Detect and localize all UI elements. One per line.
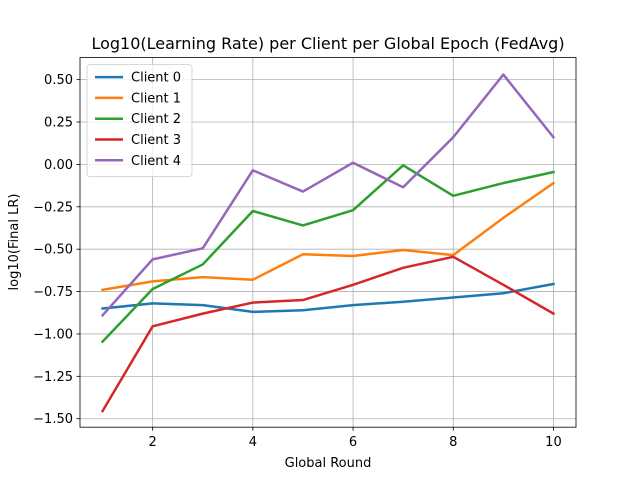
series-line-client-3 bbox=[100, 255, 556, 413]
legend-item: Client 4 bbox=[95, 154, 181, 169]
series-line-client-1 bbox=[101, 181, 556, 292]
x-tick-label: 2 bbox=[149, 435, 157, 450]
y-axis-label: log10(Final LR) bbox=[7, 194, 22, 291]
legend-item: Client 2 bbox=[95, 112, 181, 127]
legend-box bbox=[86, 64, 193, 177]
legend-item: Client 1 bbox=[95, 91, 181, 106]
axes-frame bbox=[79, 57, 577, 428]
y-tick-label: −0.50 bbox=[33, 243, 73, 258]
y-tick-label: −0.75 bbox=[33, 285, 73, 300]
legend-item: Client 3 bbox=[95, 133, 181, 148]
y-tick-label: −1.25 bbox=[33, 370, 73, 385]
y-tick-label: −1.50 bbox=[33, 412, 73, 427]
y-tick-label: −0.25 bbox=[33, 200, 73, 215]
series-layer bbox=[100, 73, 556, 413]
legend: Client 0 Client 1 Client 2 Client 3 Client 4 bbox=[86, 64, 193, 177]
x-axis-ticks: 2 4 6 8 10 bbox=[149, 427, 562, 450]
x-tick-label: 6 bbox=[349, 435, 357, 450]
y-axis-ticks: −1.50 −1.25 −1.00 −0.75 −0.50 −0.25 0.00 0.25 0.… bbox=[33, 73, 80, 427]
legend-label: Client 3 bbox=[131, 133, 181, 148]
legend-label: Client 2 bbox=[131, 112, 181, 127]
legend-label: Client 1 bbox=[131, 91, 181, 106]
x-tick-label: 10 bbox=[545, 435, 562, 450]
x-tick-label: 8 bbox=[449, 435, 457, 450]
y-tick-label: −1.00 bbox=[33, 327, 73, 342]
series-line-client-4 bbox=[100, 73, 556, 318]
series-line-client-2 bbox=[100, 164, 555, 344]
y-tick-label: 0.00 bbox=[44, 158, 73, 173]
x-axis-label: Global Round bbox=[285, 456, 372, 471]
legend-item: Client 0 bbox=[95, 71, 181, 86]
legend-label: Client 4 bbox=[131, 154, 181, 169]
y-tick-label: 0.50 bbox=[44, 73, 73, 88]
series-line-client-0 bbox=[101, 282, 555, 314]
y-tick-label: 0.25 bbox=[44, 116, 73, 131]
legend-label: Client 0 bbox=[131, 71, 181, 86]
chart-title: Log10(Learning Rate) per Client per Glob… bbox=[91, 34, 564, 53]
x-tick-label: 4 bbox=[249, 435, 257, 450]
